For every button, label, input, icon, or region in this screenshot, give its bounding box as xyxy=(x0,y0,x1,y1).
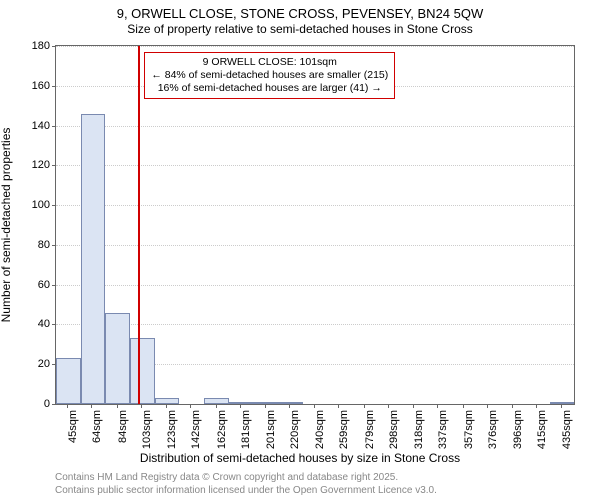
footer-line-1: Contains HM Land Registry data © Crown c… xyxy=(55,472,398,483)
xtick-label: 357sqm xyxy=(463,390,475,429)
xtick-label: 396sqm xyxy=(512,390,524,429)
xtick-label: 240sqm xyxy=(314,390,326,429)
annotation-line: 16% of semi-detached houses are larger (… xyxy=(151,82,388,95)
ytick-mark xyxy=(52,205,56,206)
ytick-mark xyxy=(52,285,56,286)
ytick-label: 160 xyxy=(32,80,50,92)
ytick-label: 80 xyxy=(38,239,50,251)
chart-subtitle: Size of property relative to semi-detach… xyxy=(0,22,600,36)
xtick-label: 201sqm xyxy=(265,390,277,429)
histogram-bar xyxy=(105,313,130,404)
xtick-label: 64sqm xyxy=(91,393,103,426)
ytick-mark xyxy=(52,245,56,246)
xtick-label: 45sqm xyxy=(67,393,79,426)
xtick-label: 337sqm xyxy=(437,390,449,429)
xtick-label: 318sqm xyxy=(413,390,425,429)
ytick-mark xyxy=(52,324,56,325)
xtick-label: 142sqm xyxy=(190,390,202,429)
ytick-label: 120 xyxy=(32,159,50,171)
gridline xyxy=(56,165,574,166)
annotation-line: ← 84% of semi-detached houses are smalle… xyxy=(151,69,388,82)
ytick-label: 20 xyxy=(38,358,50,370)
xtick-label: 259sqm xyxy=(338,390,350,429)
ytick-mark xyxy=(52,126,56,127)
xtick-label: 376sqm xyxy=(487,390,499,429)
x-axis-label: Distribution of semi-detached houses by … xyxy=(0,451,600,465)
xtick-label: 415sqm xyxy=(536,390,548,429)
xtick-label: 435sqm xyxy=(561,390,573,429)
ytick-label: 0 xyxy=(44,398,50,410)
xtick-label: 103sqm xyxy=(141,390,153,429)
ytick-label: 60 xyxy=(38,279,50,291)
gridline xyxy=(56,324,574,325)
gridline xyxy=(56,245,574,246)
ytick-mark xyxy=(52,46,56,47)
plot-area: 02040608010012014016018045sqm64sqm84sqm1… xyxy=(55,45,575,405)
xtick-label: 123sqm xyxy=(166,390,178,429)
ytick-mark xyxy=(52,404,56,405)
ytick-mark xyxy=(52,86,56,87)
xtick-label: 220sqm xyxy=(289,390,301,429)
gridline xyxy=(56,205,574,206)
gridline xyxy=(56,126,574,127)
ytick-label: 140 xyxy=(32,120,50,132)
ytick-label: 40 xyxy=(38,318,50,330)
xtick-label: 181sqm xyxy=(240,390,252,429)
histogram-chart: 9, ORWELL CLOSE, STONE CROSS, PEVENSEY, … xyxy=(0,0,600,500)
xtick-label: 84sqm xyxy=(117,393,129,426)
y-axis-label: Number of semi-detached properties xyxy=(0,128,13,323)
footer-line-2: Contains public sector information licen… xyxy=(55,485,437,496)
xtick-label: 298sqm xyxy=(388,390,400,429)
gridline xyxy=(56,285,574,286)
annotation-box: 9 ORWELL CLOSE: 101sqm← 84% of semi-deta… xyxy=(144,52,395,99)
histogram-bar xyxy=(81,114,106,404)
chart-title: 9, ORWELL CLOSE, STONE CROSS, PEVENSEY, … xyxy=(0,6,600,21)
xtick-label: 162sqm xyxy=(216,390,228,429)
ytick-mark xyxy=(52,165,56,166)
reference-line xyxy=(138,46,140,404)
xtick-label: 279sqm xyxy=(364,390,376,429)
annotation-line: 9 ORWELL CLOSE: 101sqm xyxy=(151,56,388,69)
ytick-label: 180 xyxy=(32,40,50,52)
ytick-label: 100 xyxy=(32,199,50,211)
gridline xyxy=(56,46,574,47)
